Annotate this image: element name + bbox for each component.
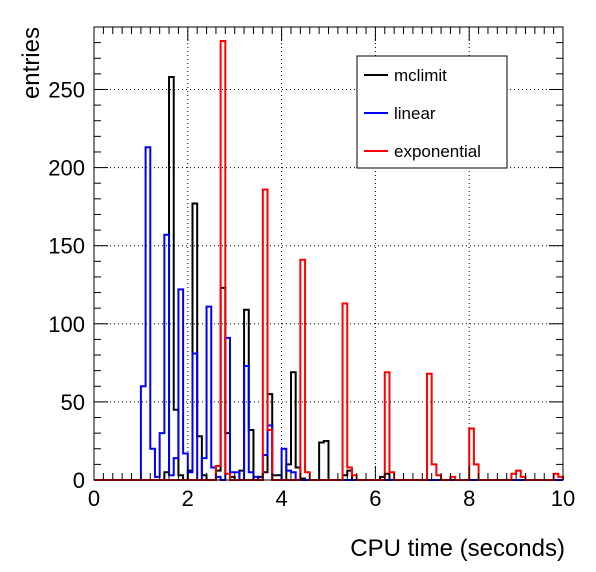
y-axis-title: entries [18, 27, 45, 99]
x-tick-label: 2 [182, 486, 194, 511]
y-tick-label: 150 [48, 234, 85, 259]
legend-label-mclimit: mclimit [394, 66, 447, 85]
x-tick-label: 4 [275, 486, 287, 511]
x-tick-labels: 0 2 4 6 8 10 [88, 486, 575, 511]
y-tick-label: 100 [48, 312, 85, 337]
legend: mclimit linear exponential [357, 56, 507, 168]
y-tick-label: 50 [61, 390, 85, 415]
x-tick-label: 0 [88, 486, 100, 511]
x-tick-label: 8 [463, 486, 475, 511]
y-tick-label: 200 [48, 156, 85, 181]
y-tick-labels: 0 50 100 150 200 250 [48, 77, 85, 493]
y-tick-label: 250 [48, 77, 85, 102]
legend-label-linear: linear [394, 104, 436, 123]
legend-label-exponential: exponential [394, 142, 481, 161]
x-axis-title: CPU time (seconds) [350, 535, 565, 562]
y-tick-label: 0 [73, 468, 85, 493]
x-tick-label: 6 [369, 486, 381, 511]
x-tick-label: 10 [551, 486, 575, 511]
